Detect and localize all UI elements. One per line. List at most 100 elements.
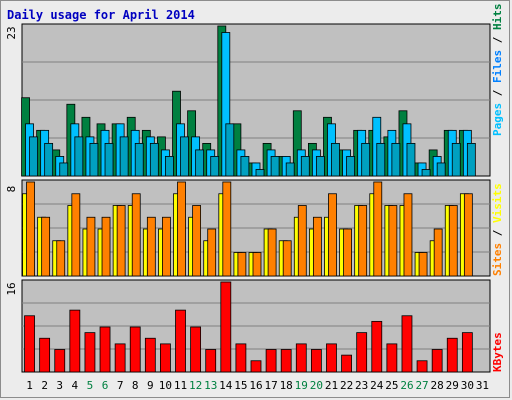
x-tick-label-day-29: 29	[446, 379, 459, 392]
bar-sites-day-1	[26, 181, 35, 277]
bar-pages-day-6	[104, 142, 114, 177]
bar-kbytes-day-9	[144, 337, 156, 373]
legend-visits-sites: Sites / Visits	[491, 183, 504, 276]
bar-sites-day-25	[388, 205, 398, 277]
bar-kbytes-day-1	[24, 315, 35, 373]
x-tick-label-day-14: 14	[219, 379, 233, 392]
bar-kbytes-day-13	[205, 349, 217, 373]
bar-sites-day-8	[131, 193, 141, 277]
bar-kbytes-day-25	[386, 343, 398, 373]
x-tick-label-day-3: 3	[56, 379, 63, 392]
bar-sites-day-19	[297, 205, 307, 277]
x-tick-label-day-28: 28	[431, 379, 444, 392]
bar-pages-day-19	[300, 156, 310, 177]
bar-kbytes-day-7	[114, 343, 126, 373]
bar-kbytes-day-5	[84, 332, 96, 373]
legend-item-kbytes: KBytes	[491, 332, 504, 372]
x-tick-label-day-22: 22	[340, 379, 353, 392]
x-tick-label-day-12: 12	[189, 379, 202, 392]
bar-kbytes-day-6	[99, 326, 111, 373]
bar-pages-day-22	[346, 156, 355, 177]
x-tick-label-day-19: 19	[295, 379, 308, 392]
x-tick-label-day-31: 31	[476, 379, 489, 392]
bar-kbytes-day-8	[129, 326, 141, 373]
y-max-label: 16	[5, 282, 18, 295]
bar-kbytes-day-24	[371, 320, 383, 373]
bar-kbytes-day-19	[295, 343, 307, 373]
bar-sites-day-29	[448, 205, 458, 277]
bar-pages-day-3	[59, 162, 69, 177]
bar-pages-day-11	[180, 136, 189, 177]
legend-item-pages: Pages	[491, 103, 504, 136]
bar-pages-day-21	[331, 142, 340, 177]
bar-pages-day-4	[74, 136, 84, 177]
legend-item-sites: Sites	[491, 243, 504, 276]
bar-kbytes-day-30	[461, 332, 473, 373]
bar-sites-day-21	[328, 193, 337, 277]
x-tick-label-day-16: 16	[249, 379, 262, 392]
bar-sites-day-23	[358, 205, 368, 277]
bar-sites-day-6	[101, 216, 111, 277]
bar-sites-day-30	[463, 193, 473, 277]
bar-kbytes-day-27	[416, 360, 428, 373]
bar-pages-day-16	[255, 169, 265, 177]
x-tick-label-day-25: 25	[385, 379, 398, 392]
bar-pages-day-26	[406, 142, 416, 177]
x-tick-label-day-30: 30	[461, 379, 474, 392]
x-tick-label-day-4: 4	[72, 379, 79, 392]
bar-kbytes-day-15	[235, 343, 247, 373]
bar-pages-day-9	[149, 142, 159, 177]
bar-pages-day-27	[421, 169, 431, 177]
legend-item-hits: Hits	[491, 4, 504, 31]
bar-pages-day-10	[165, 156, 174, 177]
x-tick-label-day-7: 7	[117, 379, 124, 392]
bar-kbytes-day-3	[54, 349, 66, 373]
bar-pages-day-17	[270, 156, 280, 177]
x-tick-label-day-8: 8	[132, 379, 139, 392]
bar-pages-day-8	[134, 142, 144, 177]
bar-pages-day-18	[285, 162, 295, 177]
legend-kbytes: KBytes	[491, 332, 504, 372]
bar-pages-day-13	[210, 156, 220, 177]
bar-sites-day-7	[116, 205, 126, 277]
chart-title: Daily usage for April 2014	[7, 8, 195, 22]
x-tick-label-day-2: 2	[41, 379, 48, 392]
bar-pages-day-1	[29, 136, 38, 177]
bar-kbytes-day-18	[280, 349, 292, 373]
x-tick-label-day-6: 6	[102, 379, 109, 392]
bar-kbytes-day-26	[401, 315, 413, 373]
bar-kbytes-day-29	[446, 337, 458, 373]
bar-kbytes-day-23	[356, 332, 368, 373]
x-tick-label-day-11: 11	[174, 379, 187, 392]
bar-kbytes-day-2	[39, 337, 51, 373]
bar-sites-day-4	[71, 193, 81, 277]
x-tick-label-day-20: 20	[310, 379, 323, 392]
bar-kbytes-day-16	[250, 360, 262, 373]
bar-pages-day-24	[376, 142, 386, 177]
bar-sites-day-17	[267, 228, 277, 277]
bar-kbytes-day-4	[69, 309, 81, 373]
x-tick-label-day-9: 9	[147, 379, 154, 392]
y-max-label: 23	[5, 26, 18, 39]
y-max-label: 8	[5, 186, 18, 193]
bar-kbytes-day-17	[265, 349, 277, 373]
bar-sites-day-24	[373, 181, 383, 277]
legend-separator: /	[491, 83, 504, 103]
bar-pages-day-25	[391, 142, 401, 177]
bar-pages-day-5	[89, 142, 99, 177]
bar-sites-day-13	[207, 228, 217, 277]
x-tick-label-day-27: 27	[415, 379, 428, 392]
legend-separator: /	[491, 223, 504, 243]
x-tick-label-day-18: 18	[280, 379, 293, 392]
bar-kbytes-day-20	[310, 349, 322, 373]
bar-kbytes-day-21	[326, 343, 337, 373]
bar-pages-day-28	[436, 162, 446, 177]
bar-sites-day-9	[146, 216, 156, 277]
legend-hits-files-pages: Pages / Files / Hits	[491, 4, 504, 137]
legend-item-visits: Visits	[491, 183, 504, 223]
bar-sites-day-12	[192, 205, 202, 277]
bar-pages-day-14	[225, 123, 235, 177]
x-tick-label-day-26: 26	[400, 379, 413, 392]
